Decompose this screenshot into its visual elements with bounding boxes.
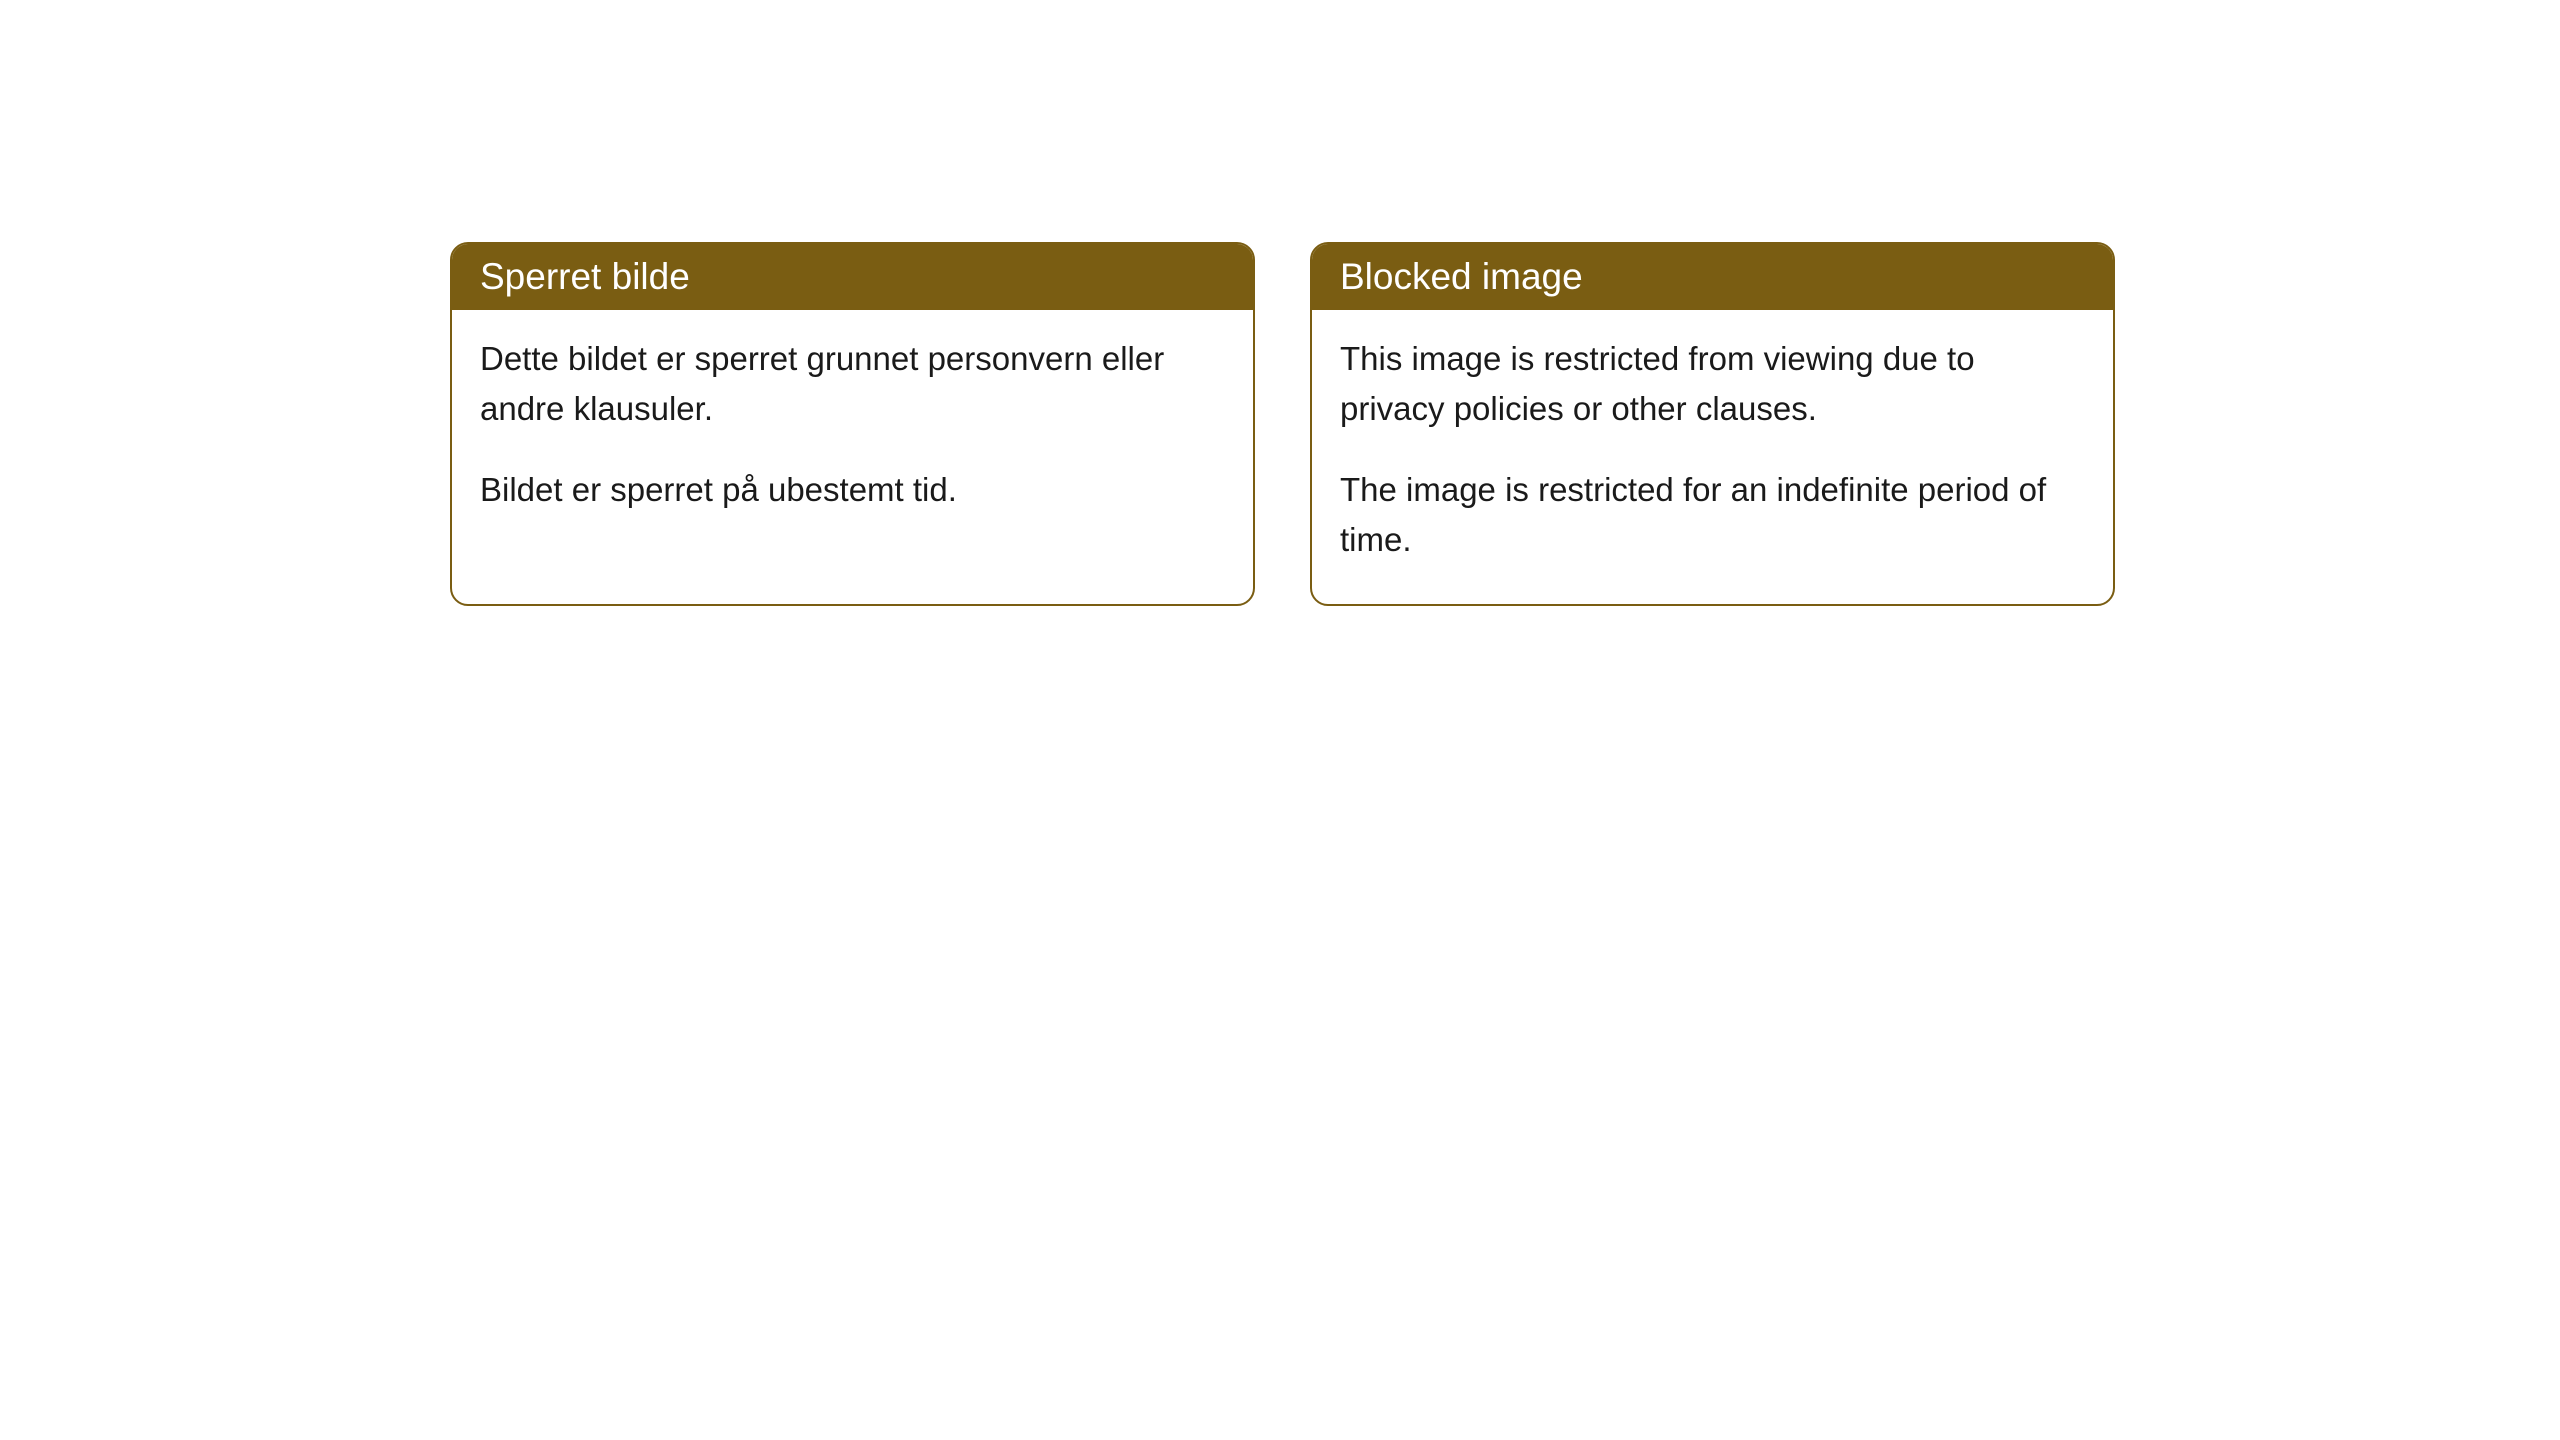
notice-text-en-1: This image is restricted from viewing du…: [1340, 334, 2085, 433]
card-header-no: Sperret bilde: [452, 244, 1253, 310]
card-body-en: This image is restricted from viewing du…: [1312, 310, 2113, 604]
notice-container: Sperret bilde Dette bildet er sperret gr…: [450, 242, 2560, 606]
notice-text-en-2: The image is restricted for an indefinit…: [1340, 465, 2085, 564]
blocked-image-card-no: Sperret bilde Dette bildet er sperret gr…: [450, 242, 1255, 606]
notice-text-no-1: Dette bildet er sperret grunnet personve…: [480, 334, 1225, 433]
notice-text-no-2: Bildet er sperret på ubestemt tid.: [480, 465, 1225, 515]
card-body-no: Dette bildet er sperret grunnet personve…: [452, 310, 1253, 555]
blocked-image-card-en: Blocked image This image is restricted f…: [1310, 242, 2115, 606]
card-header-en: Blocked image: [1312, 244, 2113, 310]
